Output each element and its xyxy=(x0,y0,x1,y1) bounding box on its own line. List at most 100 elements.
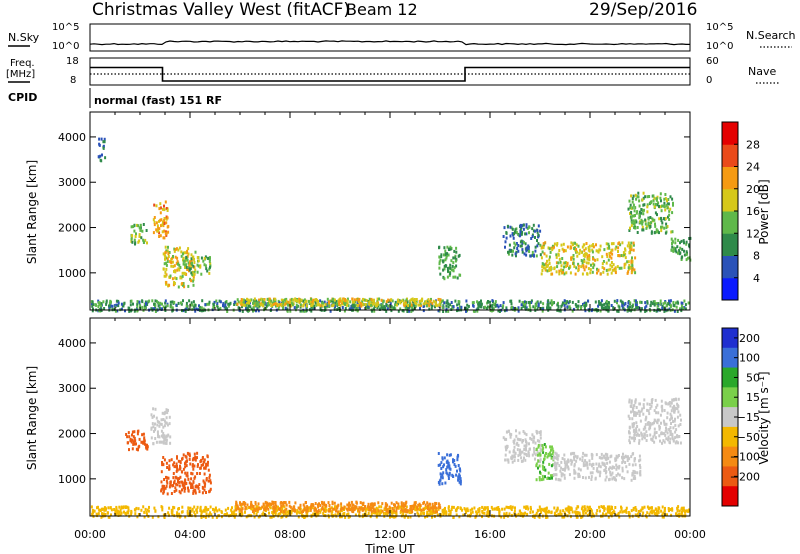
velocity-cell xyxy=(131,447,134,451)
velocity-cell xyxy=(165,435,168,439)
velocity-cell xyxy=(423,500,426,504)
velocity-cell xyxy=(162,418,165,421)
power-cell xyxy=(582,253,585,257)
power-cell xyxy=(605,299,608,303)
velocity-cell xyxy=(438,482,441,486)
power-cell xyxy=(657,307,660,311)
power-cell xyxy=(610,248,613,252)
velocity-cell xyxy=(628,462,631,466)
power-cell xyxy=(516,307,519,311)
power-cell xyxy=(521,230,524,234)
velocity-cell xyxy=(343,513,345,517)
power-cell xyxy=(136,223,138,227)
velocity-cell xyxy=(235,500,238,504)
power-cell xyxy=(479,305,482,309)
velocity-cell xyxy=(244,506,247,509)
velocity-cell xyxy=(407,509,410,513)
velocity-cell xyxy=(359,506,362,510)
colorbar-tick-label: −50 xyxy=(737,431,760,444)
velocity-cell xyxy=(638,433,641,437)
power-cell xyxy=(599,272,602,276)
power-cell xyxy=(612,242,615,246)
power-cell xyxy=(101,153,103,157)
velocity-cell xyxy=(669,441,671,445)
velocity-cell xyxy=(191,464,194,468)
power-cell xyxy=(520,244,523,248)
velocity-cell xyxy=(107,515,110,519)
velocity-cell xyxy=(96,506,98,510)
power-cell xyxy=(504,245,506,249)
power-cell xyxy=(507,250,509,254)
power-cell xyxy=(680,256,683,260)
velocity-cell xyxy=(562,515,565,519)
power-cell xyxy=(332,297,335,301)
velocity-cell xyxy=(573,476,576,480)
velocity-cell xyxy=(541,464,544,468)
power-cell xyxy=(458,300,461,304)
velocity-cell xyxy=(437,463,440,467)
power-cell xyxy=(429,299,432,303)
power-cell xyxy=(182,259,185,263)
power-cell xyxy=(138,239,141,243)
power-cell xyxy=(116,309,119,313)
power-cell xyxy=(630,309,633,313)
velocity-cell xyxy=(555,513,558,517)
velocity-cell xyxy=(573,470,576,474)
x-tick-label: 04:00 xyxy=(174,528,206,541)
velocity-x-axis: 00:00 04:00 08:00 12:00 16:00 20:00 00:00 xyxy=(74,318,706,541)
power-cell xyxy=(608,246,611,250)
power-cell xyxy=(651,302,654,306)
velocity-cell xyxy=(682,508,684,512)
velocity-cell xyxy=(128,435,131,439)
velocity-cell xyxy=(118,510,121,514)
power-cell xyxy=(569,264,572,268)
power-cell xyxy=(186,254,189,258)
velocity-cell xyxy=(130,440,133,444)
velocity-cell xyxy=(519,452,522,456)
velocity-cell xyxy=(445,510,448,514)
power-cell xyxy=(135,232,137,236)
power-cell xyxy=(513,241,516,245)
velocity-cell xyxy=(505,448,508,452)
velocity-cell xyxy=(127,431,130,435)
power-cell xyxy=(620,254,623,257)
power-cell xyxy=(608,302,611,306)
velocity-cell xyxy=(578,472,580,476)
velocity-cell xyxy=(607,456,610,460)
power-cell xyxy=(456,276,459,280)
power-cell xyxy=(566,245,569,249)
power-cell xyxy=(353,305,356,309)
velocity-cell xyxy=(643,432,646,436)
velocity-cell xyxy=(679,413,682,417)
velocity-cell xyxy=(205,508,208,512)
velocity-cell xyxy=(541,448,544,452)
cpid-mode-text: normal (fast) 151 RF xyxy=(94,94,222,107)
velocity-cell xyxy=(186,471,189,475)
power-cell xyxy=(583,304,586,308)
velocity-cell xyxy=(663,432,666,436)
power-cell xyxy=(599,309,602,313)
velocity-cell xyxy=(186,474,189,478)
power-cell xyxy=(676,245,679,249)
power-cell xyxy=(466,307,469,311)
velocity-cell xyxy=(639,469,642,473)
velocity-cell xyxy=(600,452,603,456)
power-cell xyxy=(458,273,461,277)
power-cell xyxy=(646,301,649,305)
velocity-cell xyxy=(574,510,577,514)
power-cell xyxy=(580,250,583,254)
power-cell xyxy=(164,274,167,278)
velocity-cell xyxy=(478,507,481,510)
velocity-cell xyxy=(651,422,654,426)
power-cell xyxy=(581,245,584,249)
velocity-cell xyxy=(475,510,478,514)
velocity-cell xyxy=(164,421,167,425)
colorbar-segment xyxy=(722,407,738,428)
power-cell xyxy=(193,272,196,276)
power-cell xyxy=(168,251,171,254)
power-cell xyxy=(560,264,563,268)
velocity-cell xyxy=(671,416,673,420)
velocity-cell xyxy=(536,450,539,454)
velocity-cell xyxy=(395,509,398,513)
velocity-cell xyxy=(191,472,194,476)
